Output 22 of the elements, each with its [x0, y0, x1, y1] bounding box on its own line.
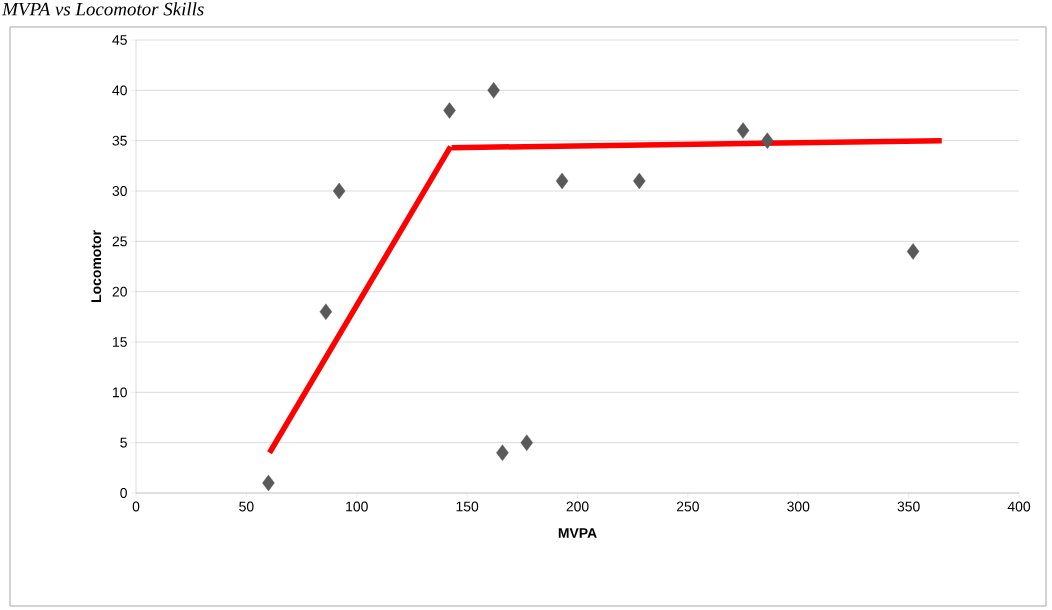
x-tick-label: 150	[456, 501, 479, 512]
x-tick-label: 200	[566, 501, 589, 512]
x-tick-label: 250	[676, 501, 699, 512]
y-tick-label: 40	[112, 85, 127, 96]
y-axis-title: Locomotor	[91, 230, 102, 302]
y-tick-label: 10	[113, 387, 127, 398]
x-tick-label: 300	[787, 501, 810, 512]
y-tick-label: 45	[112, 35, 127, 45]
y-tick-label: 35	[112, 135, 127, 146]
x-tick-label: 50	[239, 501, 254, 512]
y-tick-label: 5	[120, 437, 127, 448]
y-tick-label: 15	[113, 337, 127, 347]
y-tick-label: 0	[120, 488, 127, 498]
x-tick-label: 350	[897, 501, 920, 512]
y-tick-label: 25	[112, 236, 127, 247]
x-axis-title: MVPA	[558, 528, 597, 538]
y-tick-label: 20	[112, 286, 127, 297]
x-tick-label: 100	[346, 501, 368, 512]
x-tick-label: 400	[1007, 501, 1031, 512]
y-tick-label: 30	[112, 186, 127, 196]
x-tick-label: 0	[132, 501, 140, 512]
chart-title: MVPA vs Locomotor Skills	[1, 2, 204, 16]
